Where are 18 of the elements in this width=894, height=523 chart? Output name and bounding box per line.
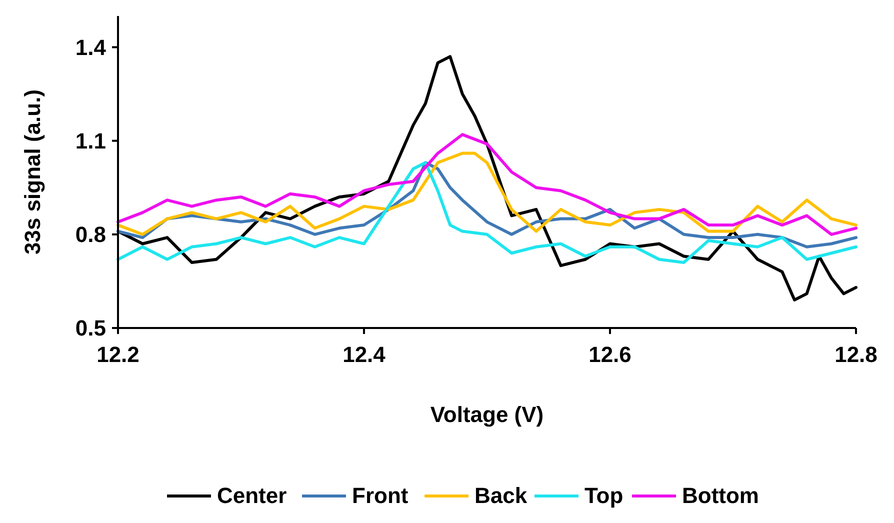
y-tick-label: 0.5 [75,316,106,341]
legend-label: Back [474,483,528,508]
legend-label: Front [352,483,409,508]
x-tick-label: 12.4 [342,342,386,367]
x-tick-label: 12.6 [588,342,632,367]
legend-label: Center [217,483,288,508]
line-series [116,152,858,236]
y-axis-title: 33s signal (a.u.) [20,89,45,255]
x-tick-label: 12.2 [96,342,140,367]
legend-label: Top [584,483,624,508]
x-tick-label: 12.8 [834,342,878,367]
y-tick-label: 0.8 [75,222,106,248]
y-tick-label: 1.1 [75,128,106,154]
x-axis-title: Voltage (V) [430,402,544,427]
line-series [116,161,858,264]
y-tick-label: 1.4 [75,34,107,60]
line-series [116,133,858,236]
legend-label: Bottom [682,483,759,508]
